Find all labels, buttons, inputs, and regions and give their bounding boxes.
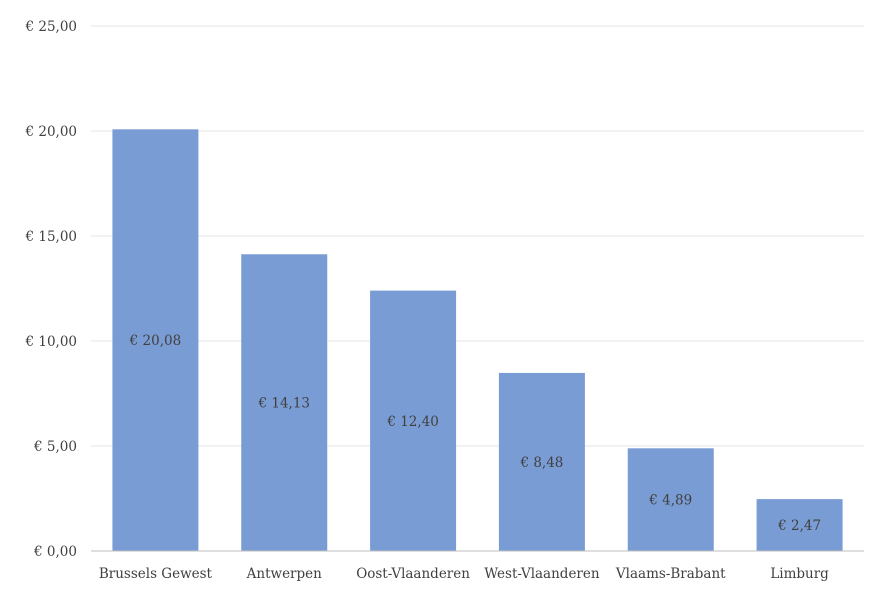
data-label: € 4,89 — [648, 493, 692, 509]
data-label: € 20,08 — [129, 333, 182, 349]
bars — [112, 129, 843, 551]
x-category-label: Limburg — [770, 566, 829, 582]
bar — [370, 290, 457, 551]
x-category-label: West-Vlaanderen — [484, 566, 600, 582]
bar — [112, 129, 199, 551]
x-category-label: Oost-Vlaanderen — [356, 566, 470, 582]
data-label: € 2,47 — [777, 518, 821, 534]
y-tick-label: € 10,00 — [24, 334, 77, 350]
y-tick-label: € 5,00 — [33, 439, 77, 455]
data-label: € 12,40 — [386, 414, 439, 430]
bar — [498, 372, 585, 551]
x-category-label: Vlaams-Brabant — [615, 566, 726, 582]
y-tick-label: € 25,00 — [24, 19, 77, 35]
data-label: € 14,13 — [257, 396, 310, 412]
bar — [241, 254, 328, 551]
bar — [756, 499, 843, 551]
data-labels: € 20,08 € 14,13 € 12,40 € 8,48 € 4,89 € 2,47 — [129, 333, 821, 534]
y-axis-tick-labels: € 0,00 € 5,00 € 10,00 € 15,00 € 20,00 € 25,00 — [24, 19, 77, 560]
x-axis-category-labels: Brussels Gewest Antwerpen Oost-Vlaanderen W… — [99, 566, 829, 582]
y-tick-label: € 15,00 — [24, 229, 77, 245]
x-category-label: Brussels Gewest — [99, 566, 213, 582]
y-tick-label: € 0,00 — [33, 544, 77, 560]
y-tick-label: € 20,00 — [24, 124, 77, 140]
data-label: € 8,48 — [519, 455, 563, 471]
x-category-label: Antwerpen — [246, 566, 322, 582]
bar — [627, 448, 714, 551]
gridlines — [91, 25, 864, 447]
